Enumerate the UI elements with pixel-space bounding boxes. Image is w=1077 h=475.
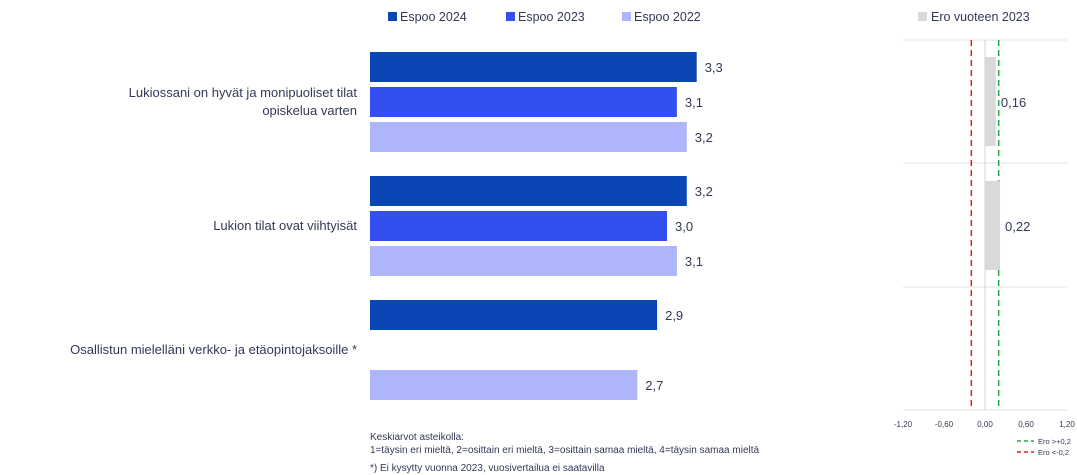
category-label-3-1: Osallistun mielelläni verkko- ja etäopin… xyxy=(70,342,357,357)
category-label-1-2: opiskelua varten xyxy=(262,103,357,118)
legend-swatch-difference xyxy=(918,12,927,21)
bar-1-2 xyxy=(370,87,677,117)
value-label-2-3: 3,1 xyxy=(685,254,703,269)
difference-value-2: 0,22 xyxy=(1005,219,1030,234)
legend-swatch-2 xyxy=(506,12,515,21)
reference-legend-label-2: Ero <-0,2 xyxy=(1038,448,1069,457)
bar-1-3 xyxy=(370,122,687,152)
bar-2-3 xyxy=(370,246,677,276)
footnote-not-asked: *) Ei kysytty vuonna 2023, vuosivertailu… xyxy=(370,463,605,474)
value-label-1-3: 3,2 xyxy=(695,130,713,145)
value-label-1-2: 3,1 xyxy=(685,95,703,110)
category-label-1-1: Lukiossani on hyvät ja monipuoliset tila… xyxy=(129,85,358,100)
category-label-2-1: Lukion tilat ovat viihtyisät xyxy=(213,218,357,233)
difference-tick-5: 1,20 xyxy=(1059,420,1075,429)
bar-3-3 xyxy=(370,370,638,400)
difference-bar-1 xyxy=(985,57,996,146)
value-label-3-1: 2,9 xyxy=(665,308,683,323)
footnote-scale-title: Keskiarvot asteikolla: xyxy=(370,432,464,443)
legend-swatch-3 xyxy=(622,12,631,21)
value-label-2-2: 3,0 xyxy=(675,219,693,234)
bar-1-1 xyxy=(370,52,697,82)
value-label-3-3: 2,7 xyxy=(645,378,663,393)
difference-tick-3: 0,00 xyxy=(977,420,993,429)
legend-label-2: Espoo 2023 xyxy=(518,10,585,24)
legend-label-1: Espoo 2024 xyxy=(400,10,467,24)
footnotes: Keskiarvot asteikolla: 1=täysin eri miel… xyxy=(370,431,759,475)
legend-label-difference: Ero vuoteen 2023 xyxy=(931,10,1030,24)
legend-swatch-1 xyxy=(388,12,397,21)
footnote-scale-desc: 1=täysin eri mieltä, 2=osittain eri miel… xyxy=(370,445,760,456)
difference-tick-2: -0,60 xyxy=(935,420,954,429)
legend-label-3: Espoo 2022 xyxy=(634,10,701,24)
difference-bar-2 xyxy=(985,181,1001,270)
value-label-1-1: 3,3 xyxy=(705,60,723,75)
bar-3-1 xyxy=(370,300,658,330)
bar-2-1 xyxy=(370,176,687,206)
bar-2-2 xyxy=(370,211,667,241)
difference-tick-4: 0,60 xyxy=(1018,420,1034,429)
difference-value-1: 0,16 xyxy=(1001,95,1026,110)
value-label-2-1: 3,2 xyxy=(695,184,713,199)
difference-tick-1: -1,20 xyxy=(894,420,913,429)
reference-legend-label-1: Ero >+0,2 xyxy=(1038,437,1071,446)
